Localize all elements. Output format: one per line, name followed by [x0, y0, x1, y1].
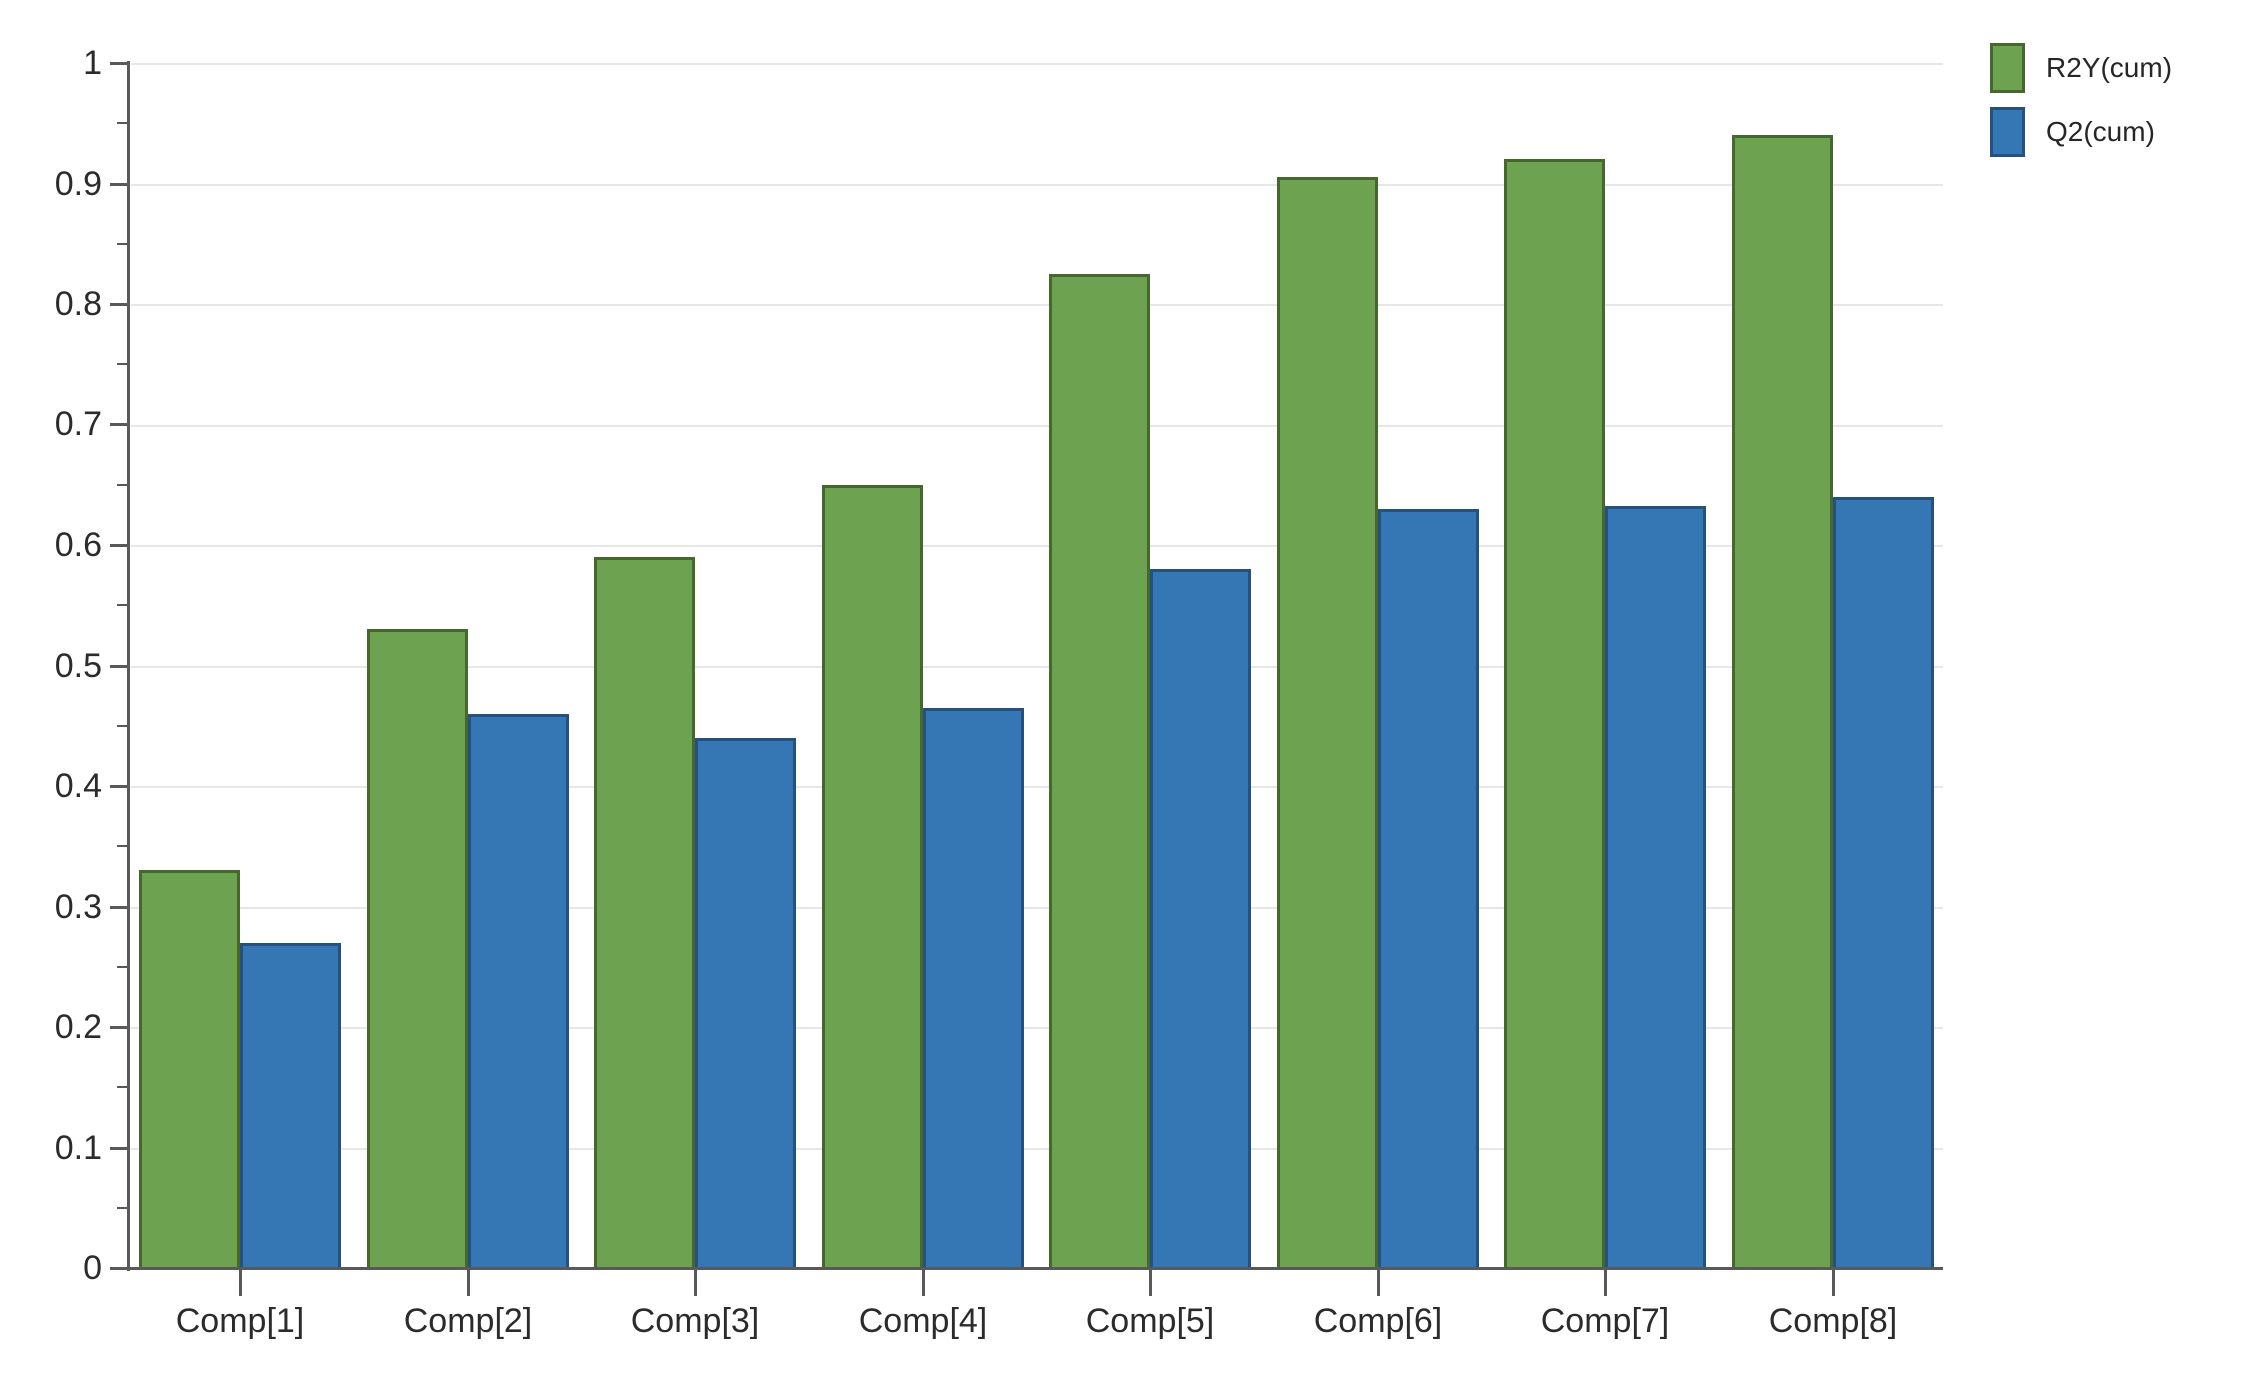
y-minor-tick — [117, 1207, 128, 1209]
y-minor-tick — [117, 604, 128, 606]
x-tick — [694, 1270, 697, 1296]
x-tick — [239, 1270, 242, 1296]
y-minor-tick — [117, 122, 128, 124]
y-tick-label: 0.8 — [54, 285, 102, 323]
y-major-tick — [110, 423, 128, 426]
y-minor-tick — [117, 1086, 128, 1088]
y-minor-tick — [117, 845, 128, 847]
y-minor-tick — [117, 363, 128, 365]
y-tick-label: 1 — [83, 44, 102, 82]
bar-r2ycum-comp6 — [1277, 177, 1378, 1270]
gridline — [131, 1148, 1943, 1150]
y-minor-tick — [117, 725, 128, 727]
gridline — [131, 666, 1943, 668]
legend-swatch-r2y-cum — [1990, 43, 2025, 93]
bar-q2cum-comp8 — [1833, 497, 1934, 1270]
y-major-tick — [110, 906, 128, 909]
y-axis-line — [127, 61, 130, 1271]
bar-q2cum-comp2 — [468, 714, 569, 1270]
y-tick-label: 0.3 — [54, 888, 102, 926]
x-tick — [1832, 1270, 1835, 1296]
y-major-tick — [110, 665, 128, 668]
bar-r2ycum-comp2 — [367, 629, 468, 1270]
y-major-tick — [110, 183, 128, 186]
bar-q2cum-comp6 — [1378, 509, 1479, 1270]
x-tick — [1604, 1270, 1607, 1296]
legend-swatch-q2-cum — [1990, 107, 2025, 157]
y-major-tick — [110, 1147, 128, 1150]
y-major-tick — [110, 303, 128, 306]
gridline — [131, 425, 1943, 427]
x-tick-label: Comp[6] — [1313, 1302, 1443, 1340]
x-tick-label: Comp[8] — [1768, 1302, 1898, 1340]
x-tick-label: Comp[3] — [630, 1302, 760, 1340]
bar-r2ycum-comp8 — [1732, 135, 1833, 1270]
gridline — [131, 304, 1943, 306]
legend-item-r2y-cum: R2Y(cum) — [1990, 43, 2172, 93]
legend-item-q2-cum: Q2(cum) — [1990, 107, 2172, 157]
bar-r2ycum-comp7 — [1504, 159, 1605, 1270]
bar-q2cum-comp5 — [1150, 569, 1251, 1270]
bar-r2ycum-comp1 — [139, 870, 240, 1270]
x-tick-label: Comp[4] — [858, 1302, 988, 1340]
legend-label-q2-cum: Q2(cum) — [2046, 116, 2155, 147]
y-minor-tick — [117, 484, 128, 486]
bar-r2ycum-comp3 — [594, 557, 695, 1270]
y-tick-label: 0.4 — [54, 767, 102, 805]
y-tick-label: 0.1 — [54, 1129, 102, 1167]
y-major-tick — [110, 544, 128, 547]
gridline — [131, 63, 1943, 65]
y-tick-label: 0.9 — [54, 165, 102, 203]
gridline — [131, 1027, 1943, 1029]
y-tick-label: 0.7 — [54, 405, 102, 443]
gridline — [131, 907, 1943, 909]
y-major-tick — [110, 62, 128, 65]
x-tick — [467, 1270, 470, 1296]
bar-r2ycum-comp5 — [1049, 274, 1150, 1270]
y-tick-label: 0.6 — [54, 526, 102, 564]
x-tick — [1149, 1270, 1152, 1296]
y-tick-label: 0.2 — [54, 1008, 102, 1046]
x-tick — [922, 1270, 925, 1296]
x-tick-label: Comp[2] — [403, 1302, 533, 1340]
bar-q2cum-comp3 — [695, 738, 796, 1270]
y-minor-tick — [117, 966, 128, 968]
y-major-tick — [110, 785, 128, 788]
gridline — [131, 184, 1943, 186]
y-tick-label: 0 — [83, 1249, 102, 1287]
x-axis-line — [127, 1267, 1943, 1270]
y-major-tick — [110, 1267, 128, 1270]
legend: R2Y(cum) Q2(cum) — [1990, 43, 2172, 157]
bar-q2cum-comp1 — [240, 943, 341, 1270]
bar-r2ycum-comp4 — [822, 485, 923, 1270]
gridline — [131, 545, 1943, 547]
x-tick — [1377, 1270, 1380, 1296]
x-tick-label: Comp[7] — [1540, 1302, 1670, 1340]
x-tick-label: Comp[5] — [1085, 1302, 1215, 1340]
y-major-tick — [110, 1026, 128, 1029]
y-tick-label: 0.5 — [54, 647, 102, 685]
gridline — [131, 786, 1943, 788]
legend-label-r2y-cum: R2Y(cum) — [2046, 52, 2173, 83]
bar-q2cum-comp7 — [1605, 506, 1706, 1270]
bar-q2cum-comp4 — [923, 708, 1024, 1270]
x-tick-label: Comp[1] — [175, 1302, 305, 1340]
y-minor-tick — [117, 243, 128, 245]
